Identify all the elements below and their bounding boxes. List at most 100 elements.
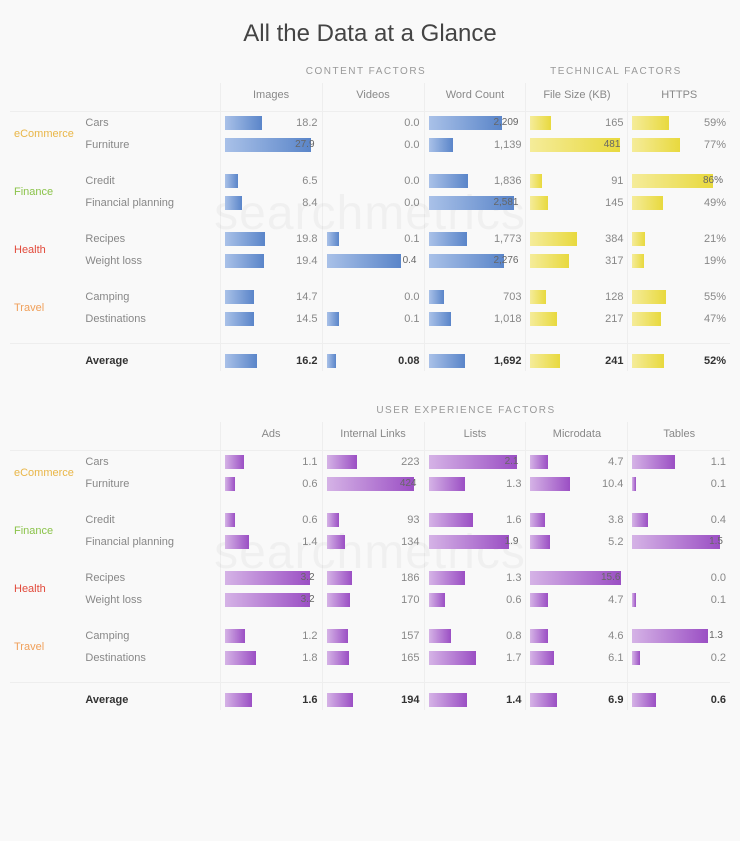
metric-value: 1.1 [694,456,726,468]
metric-cell: 223 [322,451,424,473]
subcategory-label: Camping [85,630,129,642]
bar [530,196,548,210]
subcategory-label: Furniture [85,478,129,490]
section-header: TECHNICAL FACTORS [516,66,716,77]
bar [327,693,353,707]
bar [530,455,548,469]
metric-value: 0.0 [388,197,420,209]
metric-value: 145 [591,197,623,209]
metric-value: 1.2 [286,630,318,642]
section-header: USER EXPERIENCE FACTORS [216,405,716,416]
metric-value: 1.8 [286,652,318,664]
metric-value: 27.9 [293,138,314,152]
subcategory-label: Financial planning [85,536,174,548]
bar [225,455,244,469]
bar [429,138,454,152]
metric-cell: 47% [628,308,730,330]
category-label: eCommerce [14,128,74,140]
bar [632,196,662,210]
metric-value: 0.2 [694,652,726,664]
metric-value: 170 [388,594,420,606]
bar [429,693,468,707]
metric-cell: 0.0 [322,134,424,156]
metric-value: 19.4 [286,255,318,267]
metric-value: 2.1 [503,455,519,469]
metric-cell: 2.1 [424,451,526,473]
bar [225,593,310,607]
metric-value: 47% [694,313,726,325]
metric-value: 21% [694,233,726,245]
subcategory-label: Financial planning [85,197,174,209]
metric-cell: 186 [322,567,424,589]
average-row: Average16.20.081,69224152% [10,344,730,372]
table-row: Weight loss3.21700.64.70.1 [10,589,730,611]
bar [327,312,339,326]
metric-cell: 0.0 [322,192,424,214]
metric-cell: 128 [526,286,628,308]
table-row: TravelCamping1.21570.84.61.3 [10,625,730,647]
metric-cell: 1.3 [628,625,730,647]
bar [632,354,664,368]
metric-cell: 134 [322,531,424,553]
metric-cell: 1.4 [220,531,322,553]
bar [429,513,473,527]
bar [429,290,444,304]
metric-value: 4.7 [591,456,623,468]
table-row: Destinations1.81651.76.10.2 [10,647,730,669]
table-row: Weight loss19.40.42,27631719% [10,250,730,272]
metric-cell: 6.5 [220,170,322,192]
column-header: HTTPS [628,83,730,112]
column-header: File Size (KB) [526,83,628,112]
metric-cell: 0.0 [322,170,424,192]
bar [530,116,550,130]
bar [632,477,636,491]
metric-value: 91 [591,175,623,187]
bar [327,651,349,665]
metric-cell: 55% [628,286,730,308]
bar [632,455,674,469]
metric-value: 8.4 [286,197,318,209]
metric-cell: 6.1 [526,647,628,669]
metric-cell: 217 [526,308,628,330]
metric-cell: 1,773 [424,228,526,250]
metric-cell: 15.6 [526,567,628,589]
bar [632,312,661,326]
metric-cell: 10.4 [526,473,628,495]
bar [632,116,668,130]
metric-value: 1.6 [489,514,521,526]
metric-value: 134 [388,536,420,548]
bar [530,254,569,268]
metric-value: 186 [388,572,420,584]
bar [429,354,466,368]
metric-cell: 157 [322,625,424,647]
category-label: Travel [14,641,44,653]
metric-cell: 165 [322,647,424,669]
metric-cell: 19.4 [220,250,322,272]
metric-value: 2,581 [491,196,518,210]
metric-cell: 1.8 [220,647,322,669]
metric-value: 18.2 [286,117,318,129]
metric-cell: 1.7 [424,647,526,669]
bar [530,535,550,549]
metric-value: 0.6 [286,514,318,526]
metric-value: 241 [591,355,623,367]
metric-value: 384 [591,233,623,245]
metric-cell: 1.6 [424,509,526,531]
column-header: Internal Links [322,422,424,451]
bar [632,232,645,246]
table-row: Furniture27.90.01,13948177% [10,134,730,156]
metric-cell: 0.6 [424,589,526,611]
metric-cell: 93 [322,509,424,531]
metric-value: 0.0 [694,572,726,584]
bar [327,254,401,268]
metric-value: 217 [591,313,623,325]
table-row: eCommerceCars18.20.02,20916559% [10,112,730,134]
metric-cell: 52% [628,344,730,372]
subcategory-label: Credit [85,175,114,187]
bar [429,629,451,643]
metric-value: 1,692 [489,355,521,367]
bar [429,651,476,665]
metrics-table: AdsInternal LinksListsMicrodataTableseCo… [10,422,730,710]
bar [632,513,647,527]
bar [327,513,340,527]
